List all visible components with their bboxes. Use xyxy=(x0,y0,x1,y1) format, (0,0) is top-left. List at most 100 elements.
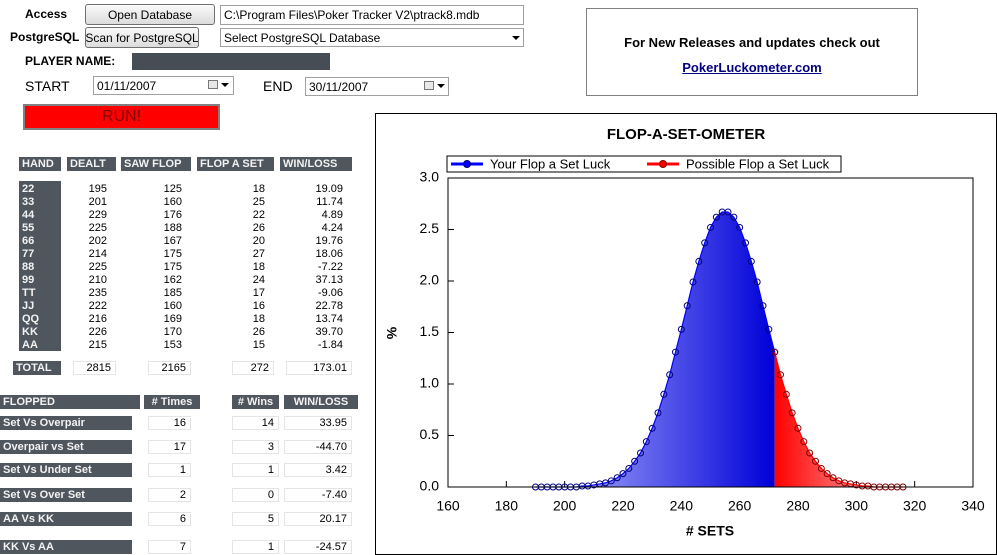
table-cell: 210 xyxy=(67,273,112,286)
table-cell: 22.78 xyxy=(280,299,348,312)
table-cell: 26 xyxy=(197,221,270,234)
data-point xyxy=(765,325,773,333)
table-cell: 5 xyxy=(232,512,279,526)
data-point xyxy=(619,470,627,478)
table-cell: 16 xyxy=(148,416,191,430)
hand-label: 55 xyxy=(22,221,35,234)
table-cell: 235 xyxy=(67,286,112,299)
data-point xyxy=(607,477,615,485)
table-cell: 25 xyxy=(197,195,270,208)
database-path-field[interactable]: C:\Program Files\Poker Tracker V2\ptrack… xyxy=(220,5,524,25)
table-cell: 11.74 xyxy=(280,195,348,208)
data-point xyxy=(753,278,761,286)
data-point xyxy=(602,479,609,487)
table-cell: 24 xyxy=(197,273,270,286)
table-cell: 18.06 xyxy=(280,247,348,260)
info-panel xyxy=(586,8,918,96)
data-point xyxy=(677,325,685,333)
player-name-label: PLAYER NAME: xyxy=(25,54,116,68)
hand-label: QQ xyxy=(22,312,40,325)
hand-label: AA xyxy=(22,338,38,351)
dropdown-arrow xyxy=(221,83,229,87)
data-point xyxy=(747,257,755,265)
table-cell: 18 xyxy=(197,182,270,195)
end-label: END xyxy=(263,78,293,94)
scan-postgres-button[interactable]: Scan for PostgreSQL xyxy=(85,27,199,48)
data-point xyxy=(782,390,790,398)
table-header: WIN/LOSS xyxy=(284,395,358,409)
data-point xyxy=(672,348,679,356)
table-cell: 26 xyxy=(197,325,270,338)
table-cell: 169 xyxy=(121,312,187,325)
table-header: WIN/LOSS xyxy=(280,157,352,171)
data-point xyxy=(812,457,819,465)
start-label: START xyxy=(25,78,70,94)
hand-label: 99 xyxy=(22,273,35,286)
data-point xyxy=(712,213,720,221)
website-link[interactable]: PokerLuckometer.com xyxy=(682,59,822,75)
start-date-field[interactable]: 01/11/2007 xyxy=(93,76,234,95)
hand-label: KK xyxy=(22,325,38,338)
table-cell: 22 xyxy=(197,208,270,221)
calendar-icon xyxy=(208,80,218,89)
table-cell: 215 xyxy=(67,338,112,351)
table-cell: 125 xyxy=(121,182,187,195)
access-label: Access xyxy=(25,7,68,21)
table-cell: 195 xyxy=(67,182,112,195)
hand-label: JJ xyxy=(22,299,35,312)
end-date-field[interactable]: 30/11/2007 xyxy=(305,77,449,96)
table-cell: 225 xyxy=(67,260,112,273)
table-cell: 27 xyxy=(197,247,270,260)
x-tick-label: 280 xyxy=(786,498,810,514)
data-point xyxy=(631,457,639,465)
x-tick-label: 160 xyxy=(436,498,460,514)
open-database-button[interactable]: Open Database xyxy=(85,4,215,25)
table-cell: 4.24 xyxy=(280,221,348,234)
table-cell: 176 xyxy=(121,208,187,221)
data-point xyxy=(736,223,744,231)
data-point xyxy=(660,390,668,398)
y-axis-label: % xyxy=(384,326,400,339)
table-cell: 202 xyxy=(67,234,112,247)
table-cell: 3.42 xyxy=(284,463,352,477)
hand-label: 44 xyxy=(22,208,35,221)
matchup-label: Set Vs Under Set xyxy=(0,463,132,477)
run-button[interactable]: RUN! xyxy=(23,104,220,130)
table-cell: 33.95 xyxy=(284,416,352,430)
table-header: # Wins xyxy=(232,395,279,409)
data-point xyxy=(759,302,767,310)
table-cell: 37.13 xyxy=(280,273,348,286)
x-tick-label: 260 xyxy=(728,498,752,514)
area-fill xyxy=(535,211,775,487)
table-cell: 7 xyxy=(148,540,191,554)
table-cell: -24.57 xyxy=(284,540,352,554)
y-tick-label: 2.5 xyxy=(420,220,440,236)
matchup-label: Set Vs Overpair xyxy=(0,416,132,430)
table-cell: 229 xyxy=(67,208,112,221)
table-cell: 19.09 xyxy=(280,182,348,195)
table-cell: 16 xyxy=(197,299,270,312)
table-cell: 3 xyxy=(232,440,279,454)
table-cell: 162 xyxy=(121,273,187,286)
table-header: HAND xyxy=(19,157,61,171)
table-cell: 6 xyxy=(148,512,191,526)
table-cell: 222 xyxy=(67,299,112,312)
plot-border xyxy=(447,177,974,488)
postgres-select[interactable]: Select PostgreSQL Database xyxy=(220,28,524,47)
player-name-field[interactable] xyxy=(132,53,330,70)
data-point xyxy=(724,208,732,216)
y-tick-label: 3.0 xyxy=(420,169,440,185)
calendar-icon xyxy=(424,81,434,90)
legend-label: Possible Flop a Set Luck xyxy=(686,156,830,171)
table-cell: 17 xyxy=(197,286,270,299)
hand-label: 77 xyxy=(22,247,35,260)
table-cell: 1 xyxy=(232,540,279,554)
data-point xyxy=(771,348,779,356)
y-tick-label: 1.5 xyxy=(420,323,440,339)
table-cell: 18 xyxy=(197,312,270,325)
table-cell: -1.84 xyxy=(280,338,348,351)
data-point xyxy=(654,409,662,417)
table-header: # Times xyxy=(144,395,200,409)
table-cell: 14 xyxy=(232,416,279,430)
